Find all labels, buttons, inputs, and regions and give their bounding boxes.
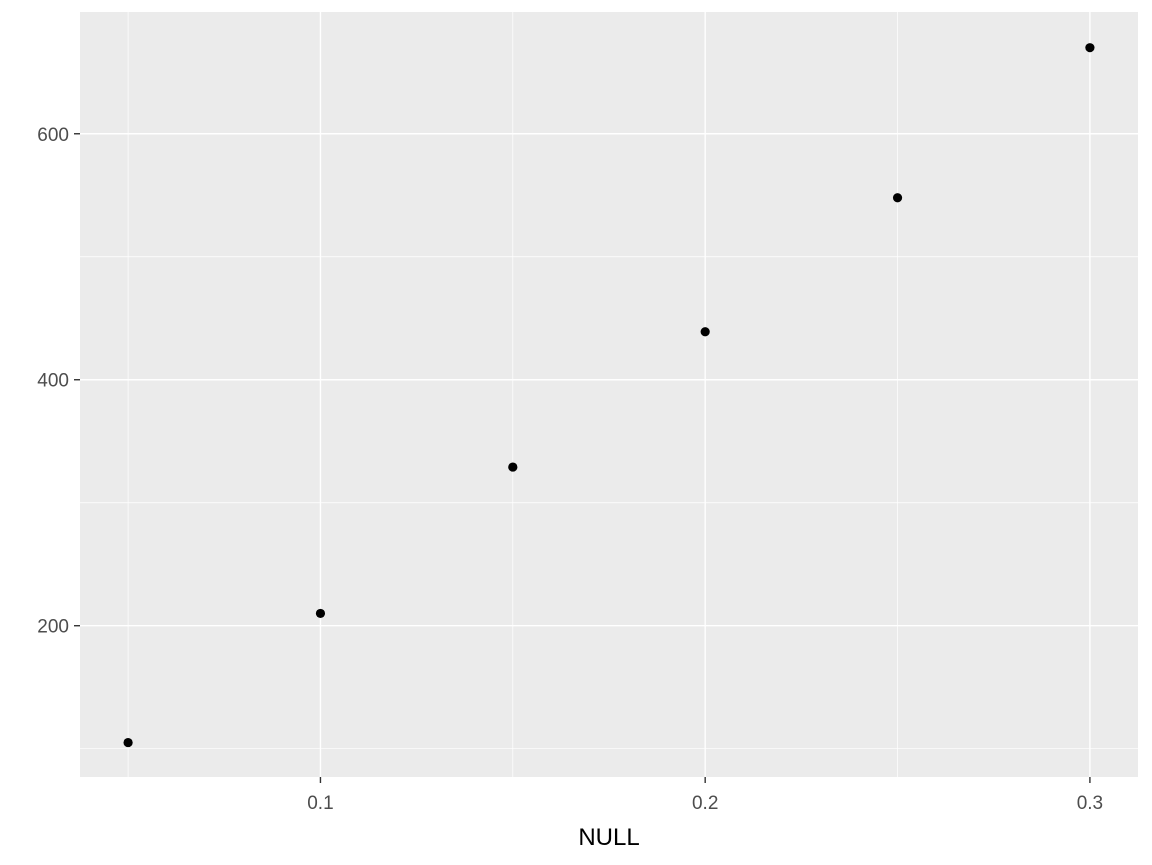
data-point (1085, 43, 1095, 53)
data-point (508, 462, 518, 472)
y-axis: 200 400 600 (37, 125, 80, 638)
y-tick-label: 600 (37, 125, 69, 146)
y-tick-label: 200 (37, 617, 69, 638)
x-tick-label: 0.3 (1077, 793, 1103, 814)
data-point (700, 327, 710, 337)
x-tick-label: 0.1 (307, 793, 333, 814)
x-tick-label: 0.2 (692, 793, 718, 814)
y-tick-label: 400 (37, 371, 69, 392)
data-points (123, 43, 1095, 748)
x-axis: 0.1 0.2 0.3 (307, 777, 1103, 814)
major-gridlines (80, 12, 1138, 777)
data-point (123, 737, 133, 748)
plot-panel (80, 12, 1138, 777)
data-point (892, 193, 903, 203)
minor-gridlines (80, 12, 1138, 777)
data-point (315, 608, 326, 619)
x-axis-title: NULL (578, 824, 639, 851)
